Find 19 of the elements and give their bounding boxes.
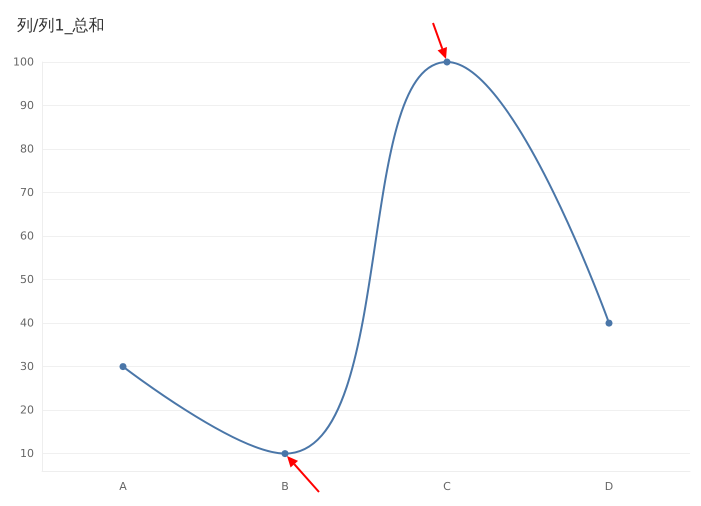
y-tick-label: 60 [20,230,34,243]
y-tick-label: 100 [13,56,34,68]
y-tick-label: 70 [20,186,34,200]
y-tick-label: 40 [20,316,34,330]
x-tick-label: D [604,480,614,493]
y-tick-label: 30 [20,360,34,374]
chart-title: 列/列1_总和 [17,16,105,34]
point [282,450,288,458]
point [120,363,126,370]
y-tick-label: 50 [20,273,34,286]
y-tick-label: 90 [20,99,34,112]
point [606,320,612,327]
y-tick-label: 20 [20,404,34,417]
y-tick-label: 80 [20,142,34,156]
point [444,58,450,66]
x-tick-label: B [281,480,289,493]
y-tick-label: 10 [20,447,34,460]
x-tick-label: C [443,480,452,493]
x-tick-label: A [119,480,128,493]
